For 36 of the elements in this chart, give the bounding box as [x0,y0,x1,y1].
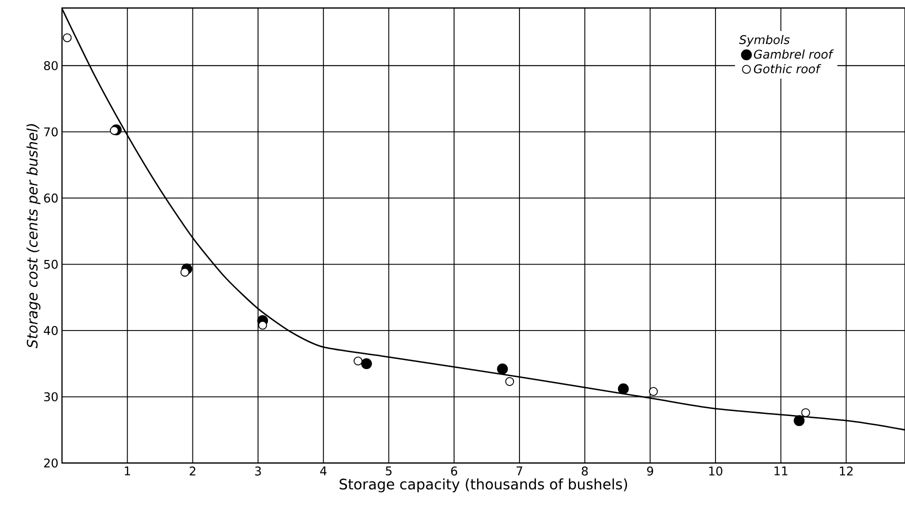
point [354,356,362,366]
point [62,33,72,42]
y-tick-label: 20 [44,458,58,468]
x-tick-label: 3 [255,466,261,476]
point [361,358,372,370]
x-tick-label: 9 [647,466,654,476]
point [618,383,629,394]
y-tick-label: 50 [44,260,58,269]
x-axis-title: Storage capacity (thousands of bushels) [340,478,628,492]
y-tick-label: 70 [44,127,58,136]
point [110,126,119,135]
x-tick-label: 8 [582,466,588,476]
y-tick-label: 40 [44,326,58,336]
y-tick-label: 30 [44,392,58,402]
x-tick-label: 1 [124,466,130,476]
point [505,377,514,386]
y-axis-title: Storage cost (cents per bushel) [26,124,40,348]
x-tick-label: 11 [774,466,788,476]
point [497,364,508,374]
y-tick-label: 60 [44,194,58,203]
legend-title: Symbols [739,34,790,46]
legend-label: Gothic roof [754,64,822,74]
legend-label: Gambrel roof [754,50,834,59]
point [794,415,805,426]
point [801,408,810,418]
y-tick-label: 80 [44,61,58,70]
x-tick-label: 10 [709,466,722,476]
point [648,387,658,396]
x-tick-label: 7 [516,466,522,476]
point [180,268,190,277]
x-tick-label: 4 [320,466,327,476]
point [258,320,268,330]
x-tick-label: 6 [451,466,458,476]
x-tick-label: 2 [190,466,196,476]
x-tick-label: 12 [840,466,853,476]
x-tick-label: 5 [386,466,392,476]
